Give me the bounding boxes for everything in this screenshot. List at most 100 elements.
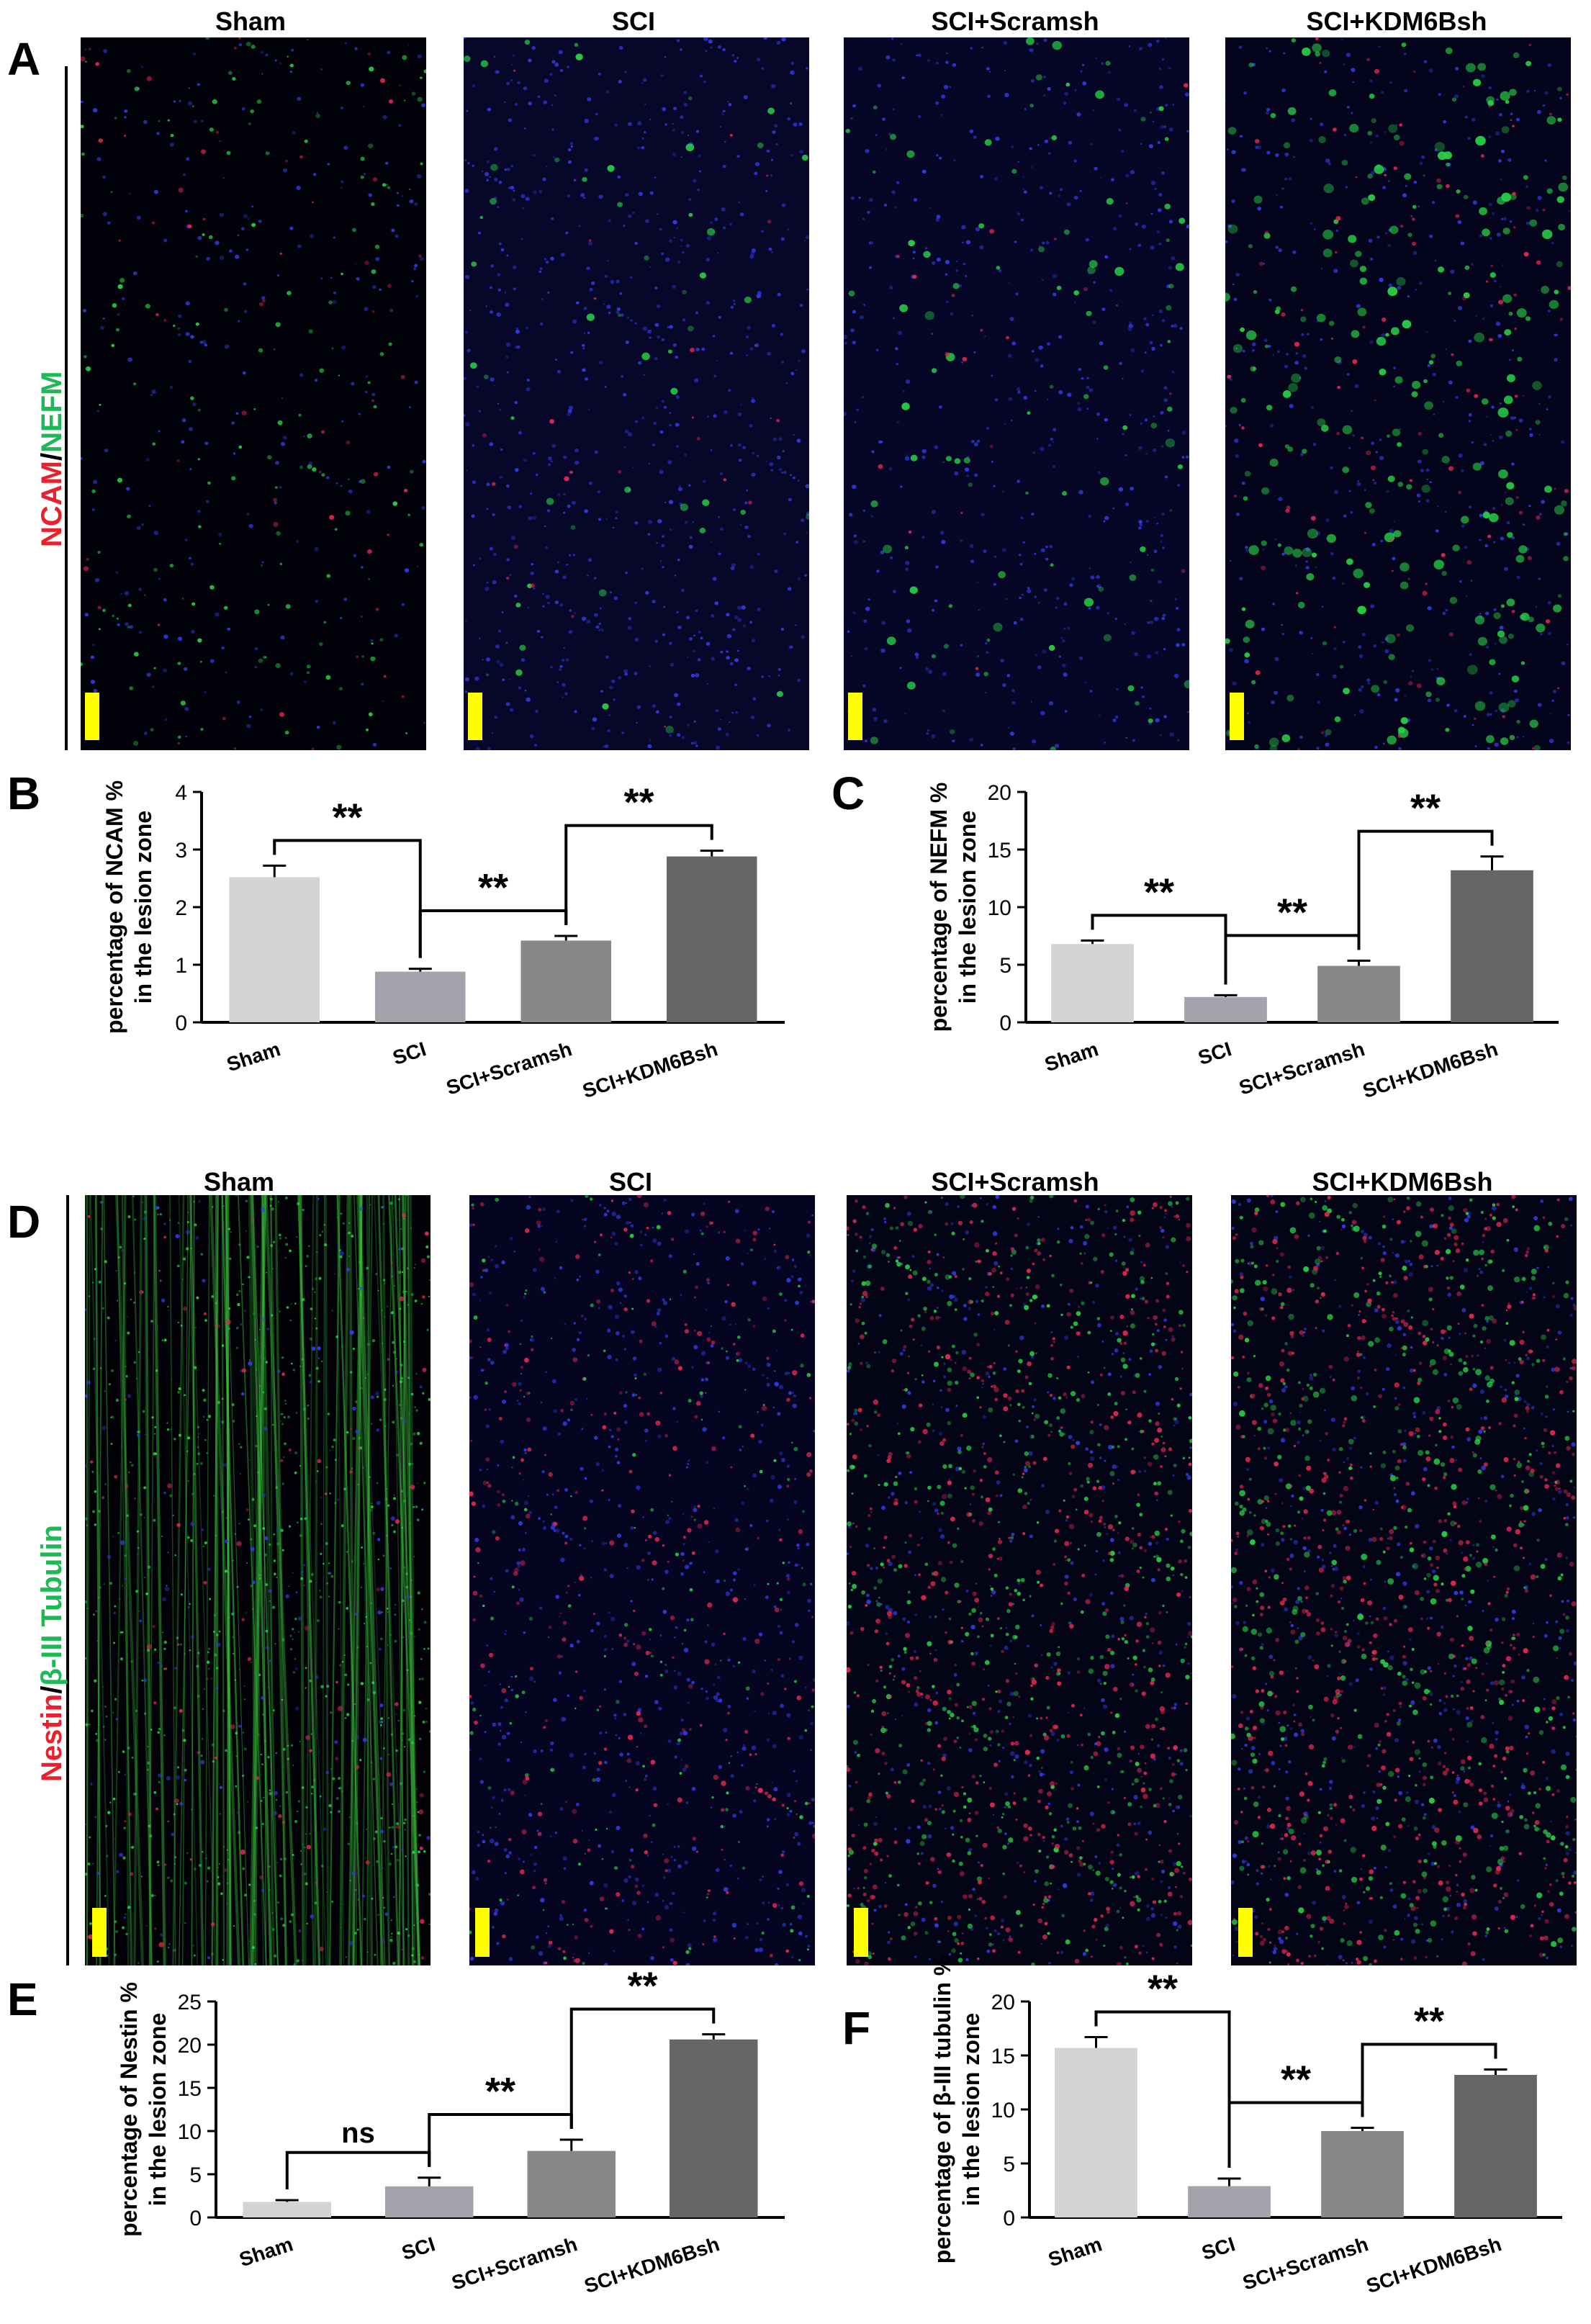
significance-label: **	[1410, 787, 1441, 830]
column-title-sham: Sham	[215, 6, 287, 36]
row-a-stain-label: NCAM/NEFM	[36, 371, 68, 547]
column-title-sci-kdm6bsh: SCI+KDM6Bsh	[1306, 6, 1487, 36]
column-title-sci-kdm6bsh: SCI+KDM6Bsh	[1312, 1167, 1493, 1197]
row-d-stain-label: Nestin/β-III Tubulin	[36, 1525, 68, 1782]
significance-label: **	[623, 781, 654, 824]
y-tick-label: 3	[175, 839, 187, 863]
fluorescence-image	[464, 37, 809, 750]
y-tick-label: 1	[175, 954, 187, 978]
micrograph-a-sci	[464, 37, 809, 750]
significance-label: **	[1414, 2000, 1444, 2043]
bar-sci-scramsh	[1321, 2131, 1404, 2217]
significance-bracket	[1357, 829, 1494, 950]
column-title-sci-scramsh: SCI+Scramsh	[931, 6, 1099, 36]
x-tick-label: Sham	[224, 1037, 283, 1076]
fluorescence-image	[469, 1195, 815, 1965]
y-tick-label: 0	[999, 1012, 1011, 1035]
y-tick-label: 2	[175, 896, 187, 920]
column-title-sci: SCI	[611, 6, 655, 36]
bar-sci	[385, 2186, 474, 2217]
y-axis-label: percentage of NEFM % in the lesion zone	[926, 783, 981, 1032]
bar-sham	[229, 877, 320, 1022]
y-tick-label: 0	[189, 2207, 202, 2230]
chart-e-nestin: 0 5 10 15 20 25 percentage of Nestin % in the l…	[94, 1965, 813, 2318]
bar-sham	[1051, 944, 1134, 1022]
y-tick-label: 5	[189, 2163, 202, 2187]
x-tick-label: Sham	[1045, 2233, 1104, 2271]
chart-f-beta3-tubulin: 0 5 10 15 20 percentage of β-III tubulin % in …	[907, 1955, 1591, 2318]
micrograph-d-sci-scramsh	[847, 1195, 1192, 1965]
y-tick-label: 15	[178, 2077, 202, 2101]
bar-sci-kdm6bsh	[670, 2039, 758, 2217]
row-a-divider-line	[65, 66, 68, 750]
y-tick-label: 20	[991, 1991, 1015, 2014]
bar-chart-c: 0 5 10 15 20 percentage of NEFM % in the lesio…	[926, 781, 1559, 1102]
significance-label: ns	[341, 2117, 375, 2149]
bar-sham	[1055, 2048, 1137, 2217]
fluorescence-image	[847, 1195, 1192, 1965]
x-tick-label: SCI	[390, 1037, 429, 1069]
column-title-sci: SCI	[608, 1167, 652, 1197]
bar-chart-e: 0 5 10 15 20 25 percentage of Nestin % in the l…	[116, 1965, 785, 2297]
y-tick-label: 10	[988, 896, 1011, 920]
column-title-sham: Sham	[203, 1167, 275, 1197]
panel-label-c: C	[831, 767, 865, 819]
micrograph-a-sham	[81, 37, 426, 750]
x-tick-label: SCI+KDM6Bsh	[1364, 2233, 1504, 2297]
scale-bar-d-sci-scramsh	[854, 1908, 868, 1957]
panel-label-a: A	[7, 33, 41, 85]
y-tick-label: 20	[178, 2034, 202, 2058]
x-tick-label: SCI+KDM6Bsh	[580, 1037, 720, 1102]
significance-label: **	[1148, 1968, 1178, 2011]
bar-sci	[1184, 996, 1267, 1022]
significance-label: **	[1277, 891, 1307, 934]
y-tick-label: 5	[999, 954, 1011, 978]
y-tick-label: 0	[1003, 2207, 1015, 2230]
micrograph-a-sci-scramsh	[844, 37, 1189, 750]
scale-bar-d-sham	[92, 1908, 107, 1957]
significance-bracket	[1361, 2042, 1497, 2117]
bar-chart-f: 0 5 10 15 20 percentage of β-III tubulin % in …	[929, 1955, 1562, 2297]
scale-bar-a-sci	[468, 693, 482, 740]
y-axis-label: percentage of β-III tubulin % in the lesi…	[929, 1955, 984, 2264]
scale-bar-a-sci-kdm6bsh	[1230, 693, 1244, 740]
y-tick-label: 15	[988, 839, 1011, 863]
significance-bracket	[285, 2150, 431, 2189]
fluorescence-image	[85, 1195, 431, 1965]
bar-sham	[243, 2202, 331, 2217]
significance-label: **	[627, 1965, 657, 2008]
bar-sci	[374, 971, 466, 1022]
bar-sci-kdm6bsh	[666, 856, 757, 1022]
panel-label-d: D	[7, 1196, 41, 1248]
bar-sci-scramsh	[527, 2150, 616, 2217]
y-tick-label: 5	[1003, 2153, 1015, 2176]
fluorescence-image	[1231, 1195, 1577, 1965]
y-tick-label: 15	[991, 2045, 1015, 2068]
panel-label-b: B	[7, 767, 41, 819]
significance-label: **	[478, 866, 508, 909]
significance-bracket	[273, 839, 422, 958]
y-tick-label: 10	[178, 2120, 202, 2144]
x-tick-label: SCI	[1195, 1037, 1234, 1069]
x-tick-label: Sham	[237, 2233, 296, 2271]
panel-label-f: F	[842, 2002, 871, 2054]
significance-label: **	[1281, 2058, 1311, 2102]
y-tick-label: 0	[175, 1012, 187, 1035]
micrograph-d-sham	[85, 1195, 431, 1965]
x-tick-label: SCI+Scramsh	[1236, 1037, 1367, 1099]
bar-sci-kdm6bsh	[1451, 870, 1533, 1022]
x-tick-label: SCI+Scramsh	[443, 1037, 574, 1099]
significance-bracket	[569, 2007, 716, 2129]
bar-chart-b: 0 1 2 3 4 percentage of NCAM % in the lesion z…	[102, 780, 785, 1102]
significance-bracket	[564, 824, 713, 925]
x-tick-label: SCI	[399, 2233, 438, 2264]
x-tick-label: SCI+Scramsh	[1240, 2233, 1371, 2294]
significance-label: **	[332, 796, 362, 839]
significance-bracket	[1094, 2010, 1231, 2168]
fluorescence-image	[844, 37, 1189, 750]
y-axis-label: percentage of Nestin % in the lesion zone	[116, 1982, 171, 2237]
scale-bar-d-sci	[475, 1908, 490, 1957]
bar-sci	[1188, 2186, 1271, 2217]
y-tick-label: 25	[178, 1991, 202, 2014]
micrograph-d-sci	[469, 1195, 815, 1965]
